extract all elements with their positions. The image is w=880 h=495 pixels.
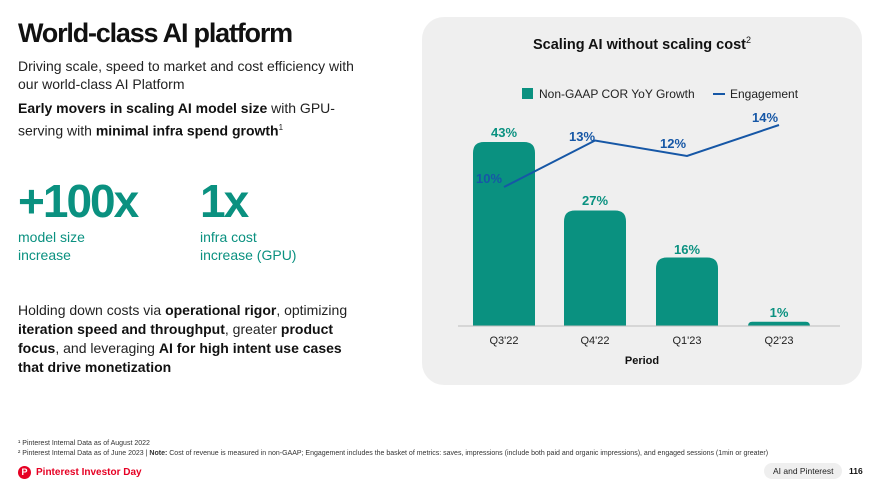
para2-b4: AI for high intent use cases that drive …: [18, 340, 342, 375]
footnote-2: ² Pinterest Internal Data as of June 202…: [18, 449, 868, 459]
line-value-label-1: 13%: [569, 129, 595, 144]
bar-1: [564, 210, 626, 326]
footnote-2-note-label: Note:: [149, 450, 168, 457]
section-tag: AI and Pinterest: [764, 463, 843, 479]
para2-t4: , and leveraging: [55, 340, 159, 356]
para2-b2: iteration speed and throughput: [18, 321, 225, 337]
pinterest-icon: P: [18, 465, 31, 479]
legend-line-label: Engagement: [730, 87, 799, 101]
bar-value-label-3: 1%: [770, 305, 789, 320]
bar-value-label-0: 43%: [491, 125, 517, 140]
stat-infra-cost: 1x infra cost increase (GPU): [200, 176, 296, 264]
stat-infra-cost-desc-1: infra cost: [200, 229, 257, 245]
footnote-ref-1: 1: [278, 123, 284, 132]
legend-bar-label: Non-GAAP COR YoY Growth: [539, 87, 695, 101]
x-axis-title: Period: [625, 355, 659, 367]
bar-3: [748, 321, 810, 326]
brand-name: Pinterest Investor Day: [36, 466, 142, 478]
stat-model-size-desc-2: increase: [18, 247, 71, 263]
footnote-2-post: Cost of revenue is measured in non-GAAP;…: [167, 450, 769, 457]
chart-title: Scaling AI without scaling cost2: [422, 35, 862, 53]
legend-line-swatch: [713, 93, 725, 95]
bar-0: [473, 142, 535, 326]
bar-value-label-1: 27%: [582, 193, 608, 208]
cost-engagement-chart: 43% 27% 16% 1% 10% 13% 12% 14% Q3'22 Q4'22 Q1'23 Q2…: [458, 110, 840, 367]
x-tick-label-2: Q1'23: [672, 335, 701, 347]
para2-t3: , greater: [224, 321, 281, 337]
chart-title-footnote-ref: 2: [745, 35, 751, 45]
line-value-label-2: 12%: [660, 136, 686, 151]
footnote-2-pre: ² Pinterest Internal Data as of June 202…: [18, 450, 150, 457]
para2-b1: operational rigor: [165, 302, 277, 318]
slide-subtitle: Driving scale, speed to market and cost …: [18, 58, 354, 92]
stat-model-size-value: +100x: [18, 175, 139, 227]
para2-t1: Holding down costs via: [18, 302, 166, 318]
para1-bold-c: minimal infra spend growth: [95, 122, 279, 139]
x-tick-label-3: Q2'23: [764, 335, 793, 347]
bar-value-label-2: 16%: [674, 242, 700, 257]
bar-2: [656, 257, 718, 326]
model-size-paragraph: Early movers in scaling AI model size wi…: [18, 99, 368, 141]
line-value-label-3: 14%: [752, 110, 778, 125]
legend-bar-swatch: [522, 88, 533, 99]
line-value-label-0: 10%: [476, 171, 502, 186]
cost-discipline-paragraph: Holding down costs via operational rigor…: [18, 301, 368, 377]
chart-panel: Scaling AI without scaling cost2 Non-GAA…: [422, 17, 862, 385]
chart-title-text: Scaling AI without scaling cost: [533, 36, 746, 53]
para1-bold-a: Early movers in scaling AI model size: [18, 100, 268, 116]
stat-infra-cost-value: 1x: [200, 175, 249, 227]
para2-b3: product focus: [18, 321, 334, 356]
para2-t2: , optimizing: [276, 302, 348, 318]
brand-logo: P Pinterest Investor Day: [18, 464, 142, 480]
stat-model-size-desc-1: model size: [18, 229, 85, 245]
footnote-1: ¹ Pinterest Internal Data as of August 2…: [18, 440, 150, 447]
slide-title: World-class AI platform: [18, 18, 293, 48]
engagement-line: [503, 124, 780, 188]
stat-model-size: +100x model size increase: [18, 175, 139, 264]
stat-infra-cost-desc-2: increase (GPU): [200, 247, 297, 263]
footnotes: ¹ Pinterest Internal Data as of August 2…: [18, 439, 868, 459]
page-number: 116: [849, 466, 863, 476]
x-tick-label-1: Q4'22: [580, 335, 609, 347]
para1-text-b: with GPU-serving with: [18, 100, 335, 139]
x-tick-label-0: Q3'22: [489, 335, 518, 347]
